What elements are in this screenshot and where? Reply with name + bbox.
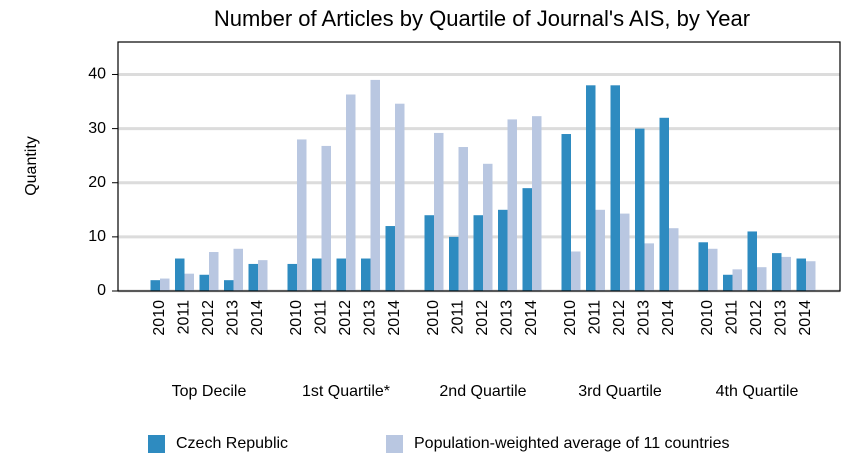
x-tick-label: 2011 — [313, 300, 330, 335]
bar — [732, 269, 742, 291]
x-tick-label: 2013 — [773, 300, 790, 336]
x-tick-label: 2010 — [699, 300, 716, 336]
x-tick-label: 2014 — [386, 300, 403, 336]
bar — [346, 94, 356, 291]
group-label: 4th Quartile — [716, 383, 799, 400]
bar — [806, 261, 816, 291]
bar — [287, 263, 297, 291]
bar — [248, 263, 258, 291]
x-tick-label: 2010 — [425, 300, 442, 336]
bar — [781, 256, 791, 291]
bar — [698, 242, 708, 291]
bar — [175, 258, 185, 291]
y-tick-label: 10 — [88, 228, 106, 245]
bar — [610, 85, 620, 291]
legend-swatch — [148, 435, 165, 453]
bar — [595, 209, 605, 291]
legend-label: Czech Republic — [176, 435, 288, 452]
plot-border — [117, 41, 841, 292]
x-tick-label: 2013 — [362, 300, 379, 336]
bar — [336, 258, 346, 291]
bar — [644, 243, 654, 291]
x-tick-label: 2014 — [523, 300, 540, 336]
bar — [434, 132, 444, 291]
bar — [561, 134, 571, 291]
bar — [160, 278, 170, 291]
x-tick-label: 2014 — [797, 300, 814, 336]
x-tick-label: 2010 — [151, 300, 168, 336]
bar — [297, 139, 307, 291]
x-tick-label: 2010 — [562, 300, 579, 336]
x-tick-label: 2011 — [724, 300, 741, 335]
bar — [532, 116, 542, 292]
chart-title: Number of Articles by Quartile of Journa… — [214, 6, 750, 31]
legend-label: Population-weighted average of 11 countr… — [414, 435, 729, 452]
x-tick-label: 2014 — [249, 300, 266, 336]
y-tick-label: 40 — [88, 66, 106, 83]
x-tick-label: 2012 — [474, 300, 491, 336]
x-tick-label: 2013 — [499, 300, 516, 336]
bar — [772, 253, 782, 291]
bar — [483, 163, 493, 291]
bar — [424, 215, 434, 291]
y-tick-label: 30 — [88, 120, 106, 137]
bar — [370, 79, 380, 292]
bar — [620, 213, 630, 291]
bar — [507, 119, 517, 291]
bar — [586, 85, 596, 291]
x-tick-label: 2012 — [200, 300, 217, 336]
bar — [224, 280, 234, 291]
x-tick-label: 2011 — [450, 300, 467, 335]
group-label: Top Decile — [172, 383, 247, 400]
bar — [659, 117, 669, 291]
x-tick-label: 2012 — [611, 300, 628, 336]
group-label: 3rd Quartile — [578, 383, 662, 400]
bar — [635, 128, 645, 291]
bar — [473, 215, 483, 291]
group-label: 2nd Quartile — [439, 383, 526, 400]
bar — [321, 145, 331, 291]
bar — [385, 226, 395, 291]
bar — [458, 147, 468, 291]
bar — [522, 188, 532, 291]
y-axis-label: Quantity — [23, 136, 40, 196]
bar — [233, 248, 243, 291]
group-label: 1st Quartile* — [302, 383, 390, 400]
x-tick-label: 2011 — [176, 300, 193, 335]
legend-swatch — [386, 435, 403, 453]
bar — [184, 273, 194, 291]
x-tick-label: 2012 — [337, 300, 354, 336]
x-tick-label: 2012 — [748, 300, 765, 336]
bar — [199, 274, 209, 291]
bar — [395, 103, 405, 291]
bar — [669, 228, 679, 291]
bar — [747, 231, 757, 291]
bar — [209, 252, 219, 291]
bar — [757, 267, 767, 291]
bar — [312, 258, 322, 291]
x-tick-label: 2014 — [660, 300, 677, 336]
y-tick-label: 0 — [97, 282, 106, 299]
bar — [361, 258, 371, 291]
x-tick-label: 2011 — [587, 300, 604, 335]
bar — [258, 260, 268, 291]
y-tick-label: 20 — [88, 174, 106, 191]
bar — [498, 209, 508, 291]
bar — [723, 274, 733, 291]
bar — [571, 251, 581, 291]
bar — [150, 280, 160, 291]
bar — [708, 248, 718, 291]
x-tick-label: 2010 — [288, 300, 305, 336]
bar — [796, 258, 806, 291]
x-tick-label: 2013 — [225, 300, 242, 336]
x-tick-label: 2013 — [636, 300, 653, 336]
bar — [449, 236, 459, 291]
